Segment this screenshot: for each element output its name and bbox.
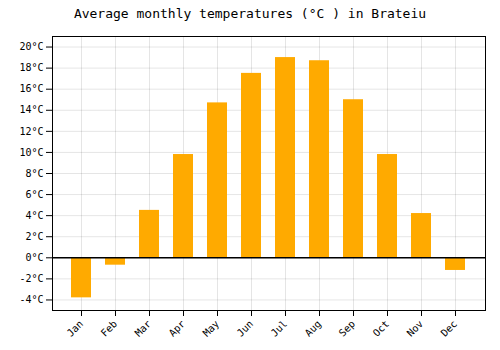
svg-text:6°C: 6°C	[25, 189, 43, 200]
svg-text:14°C: 14°C	[19, 104, 43, 115]
html-text:Average monthly temperatures (: Average monthly temperatures (°C ) in Br…	[73, 6, 427, 21]
svg-text:2°C: 2°C	[25, 231, 43, 242]
svg-text:Sep: Sep	[337, 318, 358, 339]
svg-text:Dec: Dec	[439, 318, 460, 339]
svg-text:Feb: Feb	[99, 318, 120, 339]
svg-text:-2°C: -2°C	[19, 273, 43, 284]
svg-text:-4°C: -4°C	[19, 294, 43, 305]
svg-text:4°C: 4°C	[25, 210, 43, 221]
svg-text:8°C: 8°C	[25, 168, 43, 179]
svg-text:Apr: Apr	[167, 318, 188, 339]
svg-text:20°C: 20°C	[19, 41, 43, 52]
svg-text:Jul: Jul	[269, 318, 290, 339]
svg-text:10°C: 10°C	[19, 147, 43, 158]
svg-text:16°C: 16°C	[19, 83, 43, 94]
svg-text:Nov: Nov	[405, 318, 426, 339]
svg-text:18°C: 18°C	[19, 62, 43, 73]
svg-text:Aug: Aug	[303, 318, 324, 339]
svg-text:Mar: Mar	[133, 318, 154, 339]
svg-text:12°C: 12°C	[19, 126, 43, 137]
svg-text:Oct: Oct	[371, 318, 392, 339]
svg-text:0°C: 0°C	[25, 252, 43, 263]
svg-text:Jun: Jun	[235, 318, 256, 339]
svg-text:May: May	[201, 318, 222, 339]
svg-text:Jan: Jan	[65, 318, 86, 339]
